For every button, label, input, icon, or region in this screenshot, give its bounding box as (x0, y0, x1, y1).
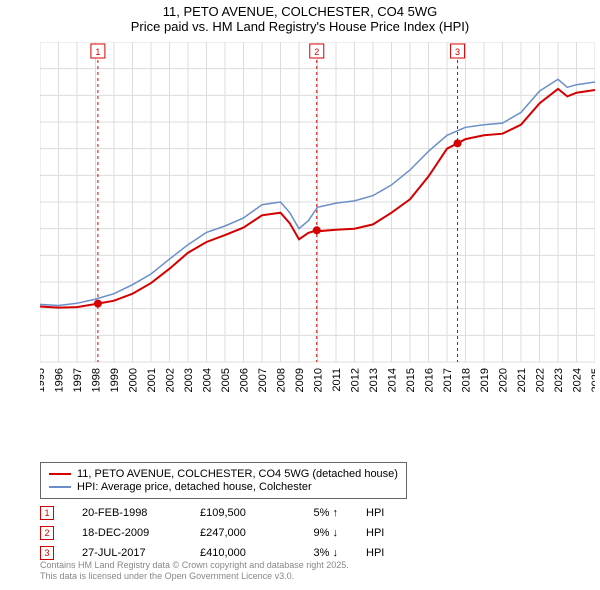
sale-price: £410,000 (200, 547, 270, 559)
sale-change: 5% ↑ (298, 507, 338, 519)
title-block: 11, PETO AVENUE, COLCHESTER, CO4 5WG Pri… (0, 0, 600, 34)
legend: 11, PETO AVENUE, COLCHESTER, CO4 5WG (de… (40, 462, 407, 499)
svg-text:1: 1 (95, 47, 100, 57)
svg-text:2004: 2004 (202, 368, 214, 392)
sale-change: 9% ↓ (298, 527, 338, 539)
svg-text:2003: 2003 (183, 368, 195, 392)
sale-change: 3% ↓ (298, 547, 338, 559)
legend-item: HPI: Average price, detached house, Colc… (49, 481, 398, 493)
svg-text:2016: 2016 (424, 368, 436, 392)
sale-hpi-label: HPI (366, 507, 396, 519)
sales-table: 1 20-FEB-1998 £109,500 5% ↑ HPI 2 18-DEC-2009 £… (40, 505, 396, 565)
sale-row: 3 27-JUL-2017 £410,000 3% ↓ HPI (40, 545, 396, 561)
sale-row: 1 20-FEB-1998 £109,500 5% ↑ HPI (40, 505, 396, 521)
sale-marker-1: 1 (40, 506, 54, 520)
svg-text:1996: 1996 (54, 368, 66, 392)
sale-hpi-label: HPI (366, 527, 396, 539)
chart-container: 11, PETO AVENUE, COLCHESTER, CO4 5WG Pri… (0, 0, 600, 590)
sale-row: 2 18-DEC-2009 £247,000 9% ↓ HPI (40, 525, 396, 541)
legend-label: 11, PETO AVENUE, COLCHESTER, CO4 5WG (de… (77, 468, 398, 480)
sale-price: £109,500 (200, 507, 270, 519)
svg-text:2009: 2009 (294, 368, 306, 392)
sale-hpi-label: HPI (366, 547, 396, 559)
svg-text:2025: 2025 (590, 368, 595, 392)
legend-swatch (49, 473, 71, 475)
footer-line2: This data is licensed under the Open Gov… (40, 571, 349, 582)
svg-text:2002: 2002 (165, 368, 177, 392)
sale-marker-2: 2 (40, 526, 54, 540)
svg-text:2022: 2022 (535, 368, 547, 392)
svg-text:2011: 2011 (331, 368, 343, 392)
svg-text:2017: 2017 (442, 368, 454, 392)
svg-text:2020: 2020 (498, 368, 510, 392)
svg-text:1998: 1998 (91, 368, 103, 392)
legend-item: 11, PETO AVENUE, COLCHESTER, CO4 5WG (de… (49, 468, 398, 480)
svg-text:2024: 2024 (572, 368, 584, 392)
svg-text:2001: 2001 (146, 368, 158, 392)
sale-date: 27-JUL-2017 (82, 547, 172, 559)
svg-text:2012: 2012 (350, 368, 362, 392)
legend-swatch (49, 486, 71, 488)
svg-text:2000: 2000 (128, 368, 140, 392)
svg-text:2010: 2010 (313, 368, 325, 392)
svg-text:2021: 2021 (516, 368, 528, 392)
svg-text:2008: 2008 (276, 368, 288, 392)
svg-text:2006: 2006 (239, 368, 251, 392)
sale-price: £247,000 (200, 527, 270, 539)
svg-text:2015: 2015 (405, 368, 417, 392)
svg-text:2: 2 (314, 47, 319, 57)
svg-text:2018: 2018 (461, 368, 473, 392)
svg-text:2005: 2005 (220, 368, 232, 392)
svg-text:2019: 2019 (479, 368, 491, 392)
legend-label: HPI: Average price, detached house, Colc… (77, 481, 312, 493)
title-subtitle: Price paid vs. HM Land Registry's House … (0, 19, 600, 34)
title-address: 11, PETO AVENUE, COLCHESTER, CO4 5WG (0, 4, 600, 19)
sale-marker-3: 3 (40, 546, 54, 560)
svg-text:1997: 1997 (72, 368, 84, 392)
sale-date: 20-FEB-1998 (82, 507, 172, 519)
svg-text:2007: 2007 (257, 368, 269, 392)
svg-text:2013: 2013 (368, 368, 380, 392)
footer-attribution: Contains HM Land Registry data © Crown c… (40, 560, 349, 583)
svg-text:1999: 1999 (109, 368, 121, 392)
line-chart: £0£50K£100K£150K£200K£250K£300K£350K£400… (40, 42, 595, 420)
svg-text:2014: 2014 (387, 368, 399, 392)
sale-date: 18-DEC-2009 (82, 527, 172, 539)
footer-line1: Contains HM Land Registry data © Crown c… (40, 560, 349, 571)
svg-text:1995: 1995 (40, 368, 47, 392)
svg-text:3: 3 (455, 47, 460, 57)
svg-text:2023: 2023 (553, 368, 565, 392)
